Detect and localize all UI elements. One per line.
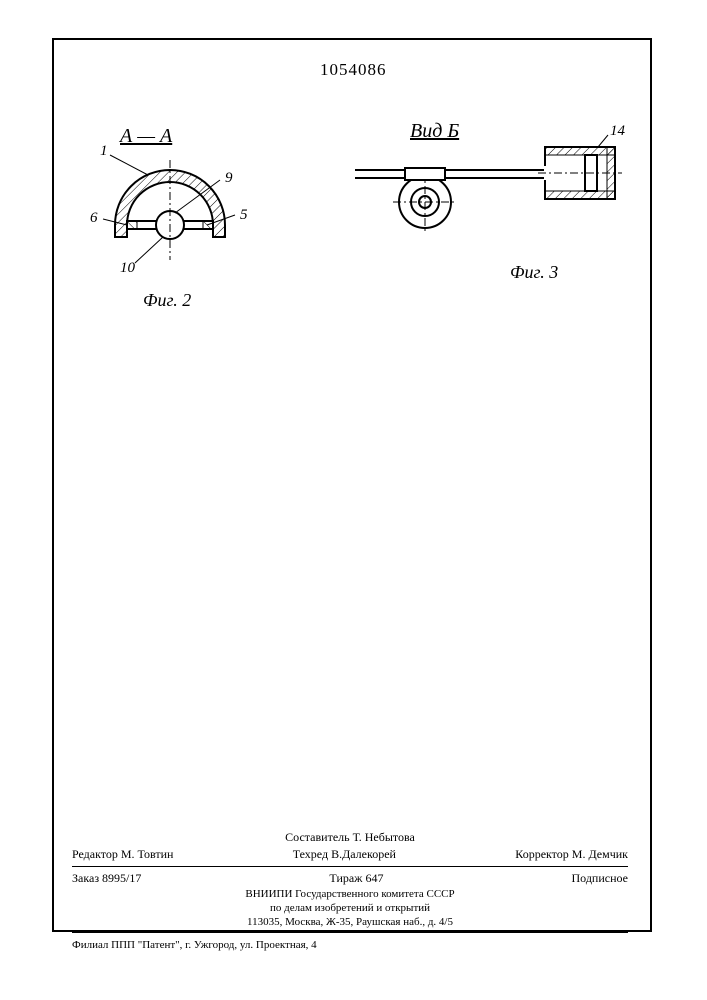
footer-editor: Редактор М. Товтин [72, 847, 173, 862]
footer-subscription: Подписное [572, 871, 629, 886]
footer-divider-1 [72, 866, 628, 867]
fig2-label: Фиг. 2 [143, 290, 191, 311]
footer-branch: Филиал ППП "Патент", г. Ужгород, ул. Про… [72, 939, 628, 951]
ref-10: 10 [120, 260, 135, 277]
patent-number: 1054086 [320, 60, 387, 80]
footer-techred: Техред В.Далекорей [293, 847, 396, 862]
ref-1: 1 [100, 143, 108, 160]
fig2-svg [85, 145, 255, 285]
footer-block: Составитель Т. Небытова Редактор М. Товт… [72, 830, 628, 951]
fig3-label: Фиг. 3 [510, 262, 558, 283]
figure-3 [350, 132, 625, 252]
footer-org2: по делам изобретений и открытий [72, 902, 628, 914]
ref-5: 5 [240, 207, 248, 224]
footer-compiler: Составитель Т. Небытова [72, 830, 628, 845]
figure-2 [85, 145, 255, 285]
ref-9: 9 [225, 170, 233, 187]
fig3-svg [350, 132, 625, 252]
ref-14: 14 [610, 123, 625, 140]
footer-divider-2 [72, 932, 628, 933]
footer-corrector: Корректор М. Демчик [515, 847, 628, 862]
footer-org1: ВНИИПИ Государственного комитета СССР [72, 888, 628, 900]
ref-6: 6 [90, 210, 98, 227]
footer-address1: 113035, Москва, Ж-35, Раушская наб., д. … [72, 916, 628, 928]
footer-order: Заказ 8995/17 [72, 871, 141, 886]
footer-tirage: Тираж 647 [329, 871, 383, 886]
